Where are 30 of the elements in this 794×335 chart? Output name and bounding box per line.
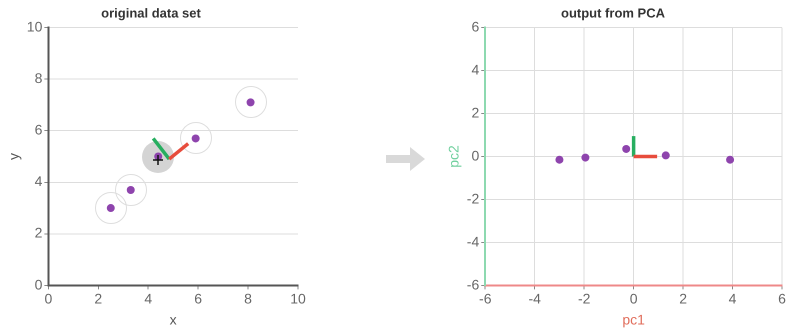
x-tick-label: -2 <box>578 290 591 307</box>
x-axis-title: pc1 <box>622 311 646 328</box>
x-axis-title: x <box>170 311 177 328</box>
y-tick-label: 2 <box>34 224 43 241</box>
y-tick-label: -2 <box>466 190 480 206</box>
x-tick-label: 4 <box>728 290 737 307</box>
y-tick-label: 4 <box>471 61 480 78</box>
y-tick-label: 6 <box>471 18 480 34</box>
chart-title: original data set <box>101 5 202 20</box>
x-tick-label: 2 <box>679 290 688 307</box>
x-tick-label: 2 <box>94 290 102 307</box>
x-tick-label: 6 <box>194 290 202 307</box>
x-tick-label: 6 <box>778 290 786 307</box>
y-axis-title: y <box>5 153 22 160</box>
x-tick-label: 8 <box>244 290 252 307</box>
y-tick-label: 8 <box>34 70 43 86</box>
y-tick-label: 0 <box>34 276 43 292</box>
chart-title: output from PCA <box>561 5 666 20</box>
y-tick-label: 10 <box>26 18 43 34</box>
y-tick-label: -6 <box>466 276 480 292</box>
y-tick-label: 2 <box>471 104 480 120</box>
x-tick-label: -4 <box>528 290 542 307</box>
y-tick-label: 4 <box>34 173 43 190</box>
y-tick-label: 0 <box>471 147 480 164</box>
y-tick-label: -4 <box>466 233 480 250</box>
y-axis-title: pc2 <box>445 145 462 168</box>
x-tick-label: 0 <box>630 290 638 307</box>
y-tick-label: 6 <box>34 122 43 138</box>
x-tick-label: 4 <box>144 290 152 307</box>
x-tick-label: 10 <box>290 290 306 307</box>
